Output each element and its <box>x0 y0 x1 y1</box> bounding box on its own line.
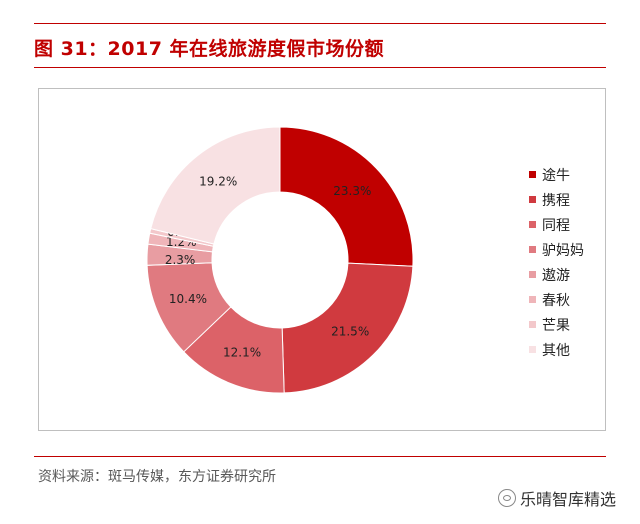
slice-ctrip <box>281 262 414 394</box>
legend-swatch <box>529 271 536 278</box>
title-rule <box>34 67 606 68</box>
source-note: 资料来源：斑马传媒，东方证券研究所 <box>38 469 276 485</box>
legend-swatch <box>529 321 536 328</box>
legend-label: 其他 <box>542 342 570 359</box>
legend-item-other: 其他 <box>529 337 584 362</box>
legend-swatch <box>529 196 536 203</box>
slice-label-lvmama: 10.4% <box>169 292 207 306</box>
chart-legend: 途牛携程同程驴妈妈遨游春秋芒果其他 <box>529 162 584 362</box>
wechat-icon <box>497 489 516 507</box>
slice-tuniu <box>279 126 414 267</box>
chart-frame: 23.3%21.5%12.1%10.4%2.3%1.2%0.5%19.2% 途牛… <box>38 88 606 431</box>
legend-item-aoyou: 遨游 <box>529 262 584 287</box>
legend-label: 春秋 <box>542 292 570 309</box>
legend-label: 芒果 <box>542 317 570 334</box>
legend-swatch <box>529 296 536 303</box>
watermark-text: 乐晴智库精选 <box>519 490 616 509</box>
slice-label-ctrip: 21.5% <box>331 324 369 338</box>
slice-other <box>150 126 281 245</box>
legend-swatch <box>529 221 536 228</box>
donut-chart: 23.3%21.5%12.1%10.4%2.3%1.2%0.5%19.2% <box>146 126 414 394</box>
legend-item-mango: 芒果 <box>529 312 584 337</box>
legend-swatch <box>529 346 536 353</box>
legend-item-chunqiu: 春秋 <box>529 287 584 312</box>
slice-label-other: 19.2% <box>199 174 237 188</box>
legend-label: 携程 <box>542 192 570 209</box>
legend-item-tongcheng: 同程 <box>529 212 584 237</box>
watermark: 乐晴智库精选 <box>497 486 616 510</box>
slice-label-aoyou: 2.3% <box>165 253 196 267</box>
legend-item-tuniu: 途牛 <box>529 162 584 187</box>
legend-label: 遨游 <box>542 267 570 284</box>
legend-swatch <box>529 246 536 253</box>
legend-item-lvmama: 驴妈妈 <box>529 237 584 262</box>
legend-label: 驴妈妈 <box>542 242 584 259</box>
legend-swatch <box>529 171 536 178</box>
figure-title: 图 31：2017 年在线旅游度假市场份额 <box>34 38 385 60</box>
legend-label: 途牛 <box>542 167 570 184</box>
legend-item-ctrip: 携程 <box>529 187 584 212</box>
slice-label-tuniu: 23.3% <box>333 184 371 198</box>
top-rule <box>34 23 606 24</box>
slice-label-tongcheng: 12.1% <box>223 346 261 360</box>
bottom-rule <box>34 456 606 457</box>
legend-label: 同程 <box>542 217 570 234</box>
